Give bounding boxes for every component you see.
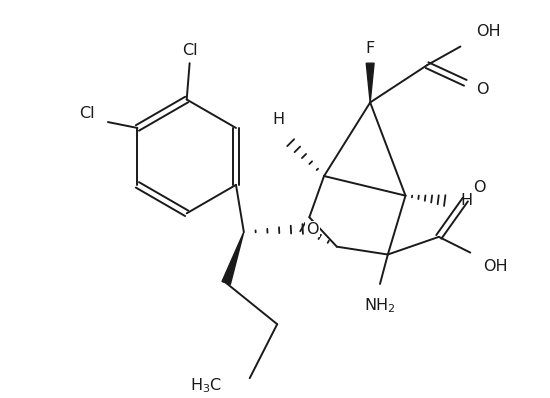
Text: NH$_2$: NH$_2$	[364, 297, 396, 315]
Text: OH: OH	[483, 259, 508, 275]
Text: O: O	[476, 82, 488, 97]
Polygon shape	[222, 232, 244, 285]
Text: F: F	[366, 41, 375, 56]
Text: O: O	[306, 222, 319, 236]
Text: H: H	[460, 193, 472, 208]
Text: Cl: Cl	[182, 43, 197, 58]
Text: O: O	[306, 222, 319, 236]
Text: O: O	[473, 180, 486, 195]
Text: H$_3$C: H$_3$C	[190, 377, 222, 395]
Polygon shape	[366, 63, 374, 102]
Text: OH: OH	[476, 23, 501, 39]
Text: H: H	[273, 112, 285, 127]
Text: Cl: Cl	[80, 106, 95, 121]
